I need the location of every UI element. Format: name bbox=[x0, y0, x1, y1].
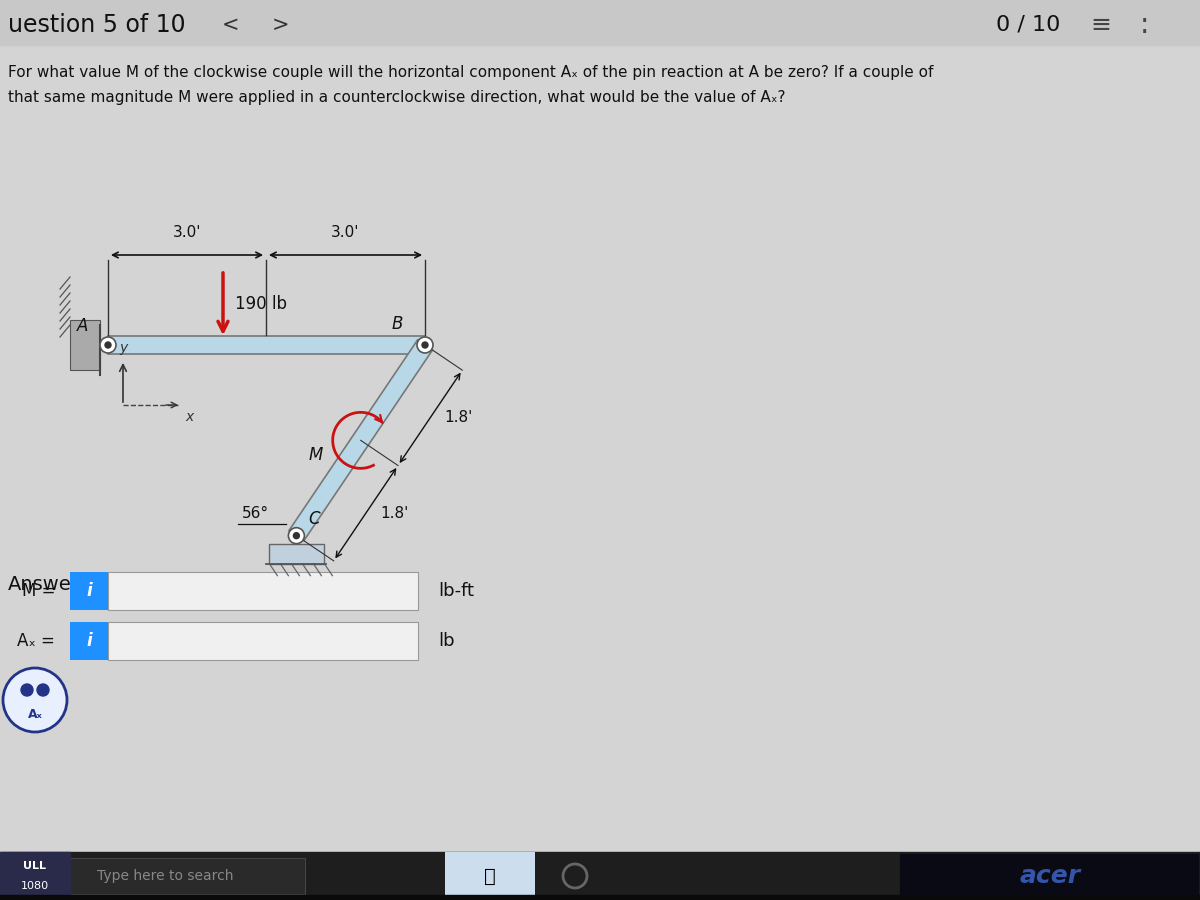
Text: M: M bbox=[308, 446, 323, 464]
Text: <: < bbox=[221, 15, 239, 35]
Circle shape bbox=[22, 684, 34, 696]
Text: C: C bbox=[308, 509, 320, 527]
Text: :: : bbox=[1140, 11, 1150, 39]
Text: M =: M = bbox=[22, 582, 55, 600]
Bar bbox=[46, 858, 305, 894]
Text: >: > bbox=[271, 15, 289, 35]
Bar bbox=[0, 852, 70, 900]
Text: 🐦: 🐦 bbox=[484, 867, 496, 886]
Text: 1.8': 1.8' bbox=[444, 410, 473, 426]
Text: ≡: ≡ bbox=[1090, 13, 1111, 37]
Circle shape bbox=[288, 527, 305, 544]
Text: i: i bbox=[86, 632, 92, 650]
Text: 190 lb: 190 lb bbox=[235, 295, 287, 313]
Bar bbox=[10, 860, 20, 872]
Bar bbox=[10, 876, 20, 888]
Text: 3.0': 3.0' bbox=[173, 225, 202, 240]
Text: 1.8': 1.8' bbox=[380, 506, 408, 521]
Bar bbox=[900, 854, 1198, 898]
Bar bbox=[22, 860, 32, 872]
Bar bbox=[445, 852, 535, 898]
Text: 56°: 56° bbox=[241, 506, 269, 521]
Bar bbox=[0, 895, 1200, 900]
Text: i: i bbox=[86, 582, 92, 600]
Bar bbox=[8, 860, 38, 892]
Text: 0 / 10: 0 / 10 bbox=[996, 15, 1060, 35]
Bar bbox=[70, 320, 100, 370]
Circle shape bbox=[418, 337, 433, 353]
Bar bbox=[70, 572, 108, 610]
Text: Aₓ =: Aₓ = bbox=[17, 632, 55, 650]
Circle shape bbox=[106, 342, 112, 348]
Bar bbox=[108, 572, 418, 610]
Text: acer: acer bbox=[1020, 864, 1080, 888]
Text: ⌕: ⌕ bbox=[60, 867, 70, 885]
Bar bbox=[70, 622, 108, 660]
Text: For what value M of the clockwise couple will the horizontal component Aₓ of the: For what value M of the clockwise couple… bbox=[8, 65, 934, 80]
Bar bbox=[108, 622, 418, 660]
Text: A: A bbox=[77, 317, 88, 335]
Circle shape bbox=[100, 337, 116, 353]
Text: B: B bbox=[391, 315, 403, 333]
Text: x: x bbox=[185, 410, 193, 424]
Circle shape bbox=[422, 342, 428, 348]
Text: Aₓ: Aₓ bbox=[28, 708, 42, 722]
Bar bbox=[0, 852, 1200, 900]
Text: Type here to search: Type here to search bbox=[97, 869, 233, 883]
Bar bbox=[269, 544, 324, 563]
Text: 27°C  T-s: 27°C T-s bbox=[1123, 869, 1180, 883]
Text: ULL: ULL bbox=[24, 861, 47, 871]
Text: Answers:: Answers: bbox=[8, 575, 96, 594]
Text: 1080: 1080 bbox=[20, 881, 49, 891]
Text: uestion 5 of 10: uestion 5 of 10 bbox=[8, 13, 186, 37]
Circle shape bbox=[2, 668, 67, 732]
Text: y: y bbox=[119, 341, 127, 355]
Circle shape bbox=[293, 533, 299, 539]
Text: lb-ft: lb-ft bbox=[438, 582, 474, 600]
Bar bbox=[0, 0, 1200, 45]
Circle shape bbox=[37, 684, 49, 696]
Bar bbox=[22, 876, 32, 888]
Text: lb: lb bbox=[438, 632, 455, 650]
Polygon shape bbox=[289, 340, 432, 541]
Text: that same magnitude M were applied in a counterclockwise direction, what would b: that same magnitude M were applied in a … bbox=[8, 90, 786, 105]
Text: 3.0': 3.0' bbox=[331, 225, 359, 240]
Bar bbox=[108, 336, 425, 354]
